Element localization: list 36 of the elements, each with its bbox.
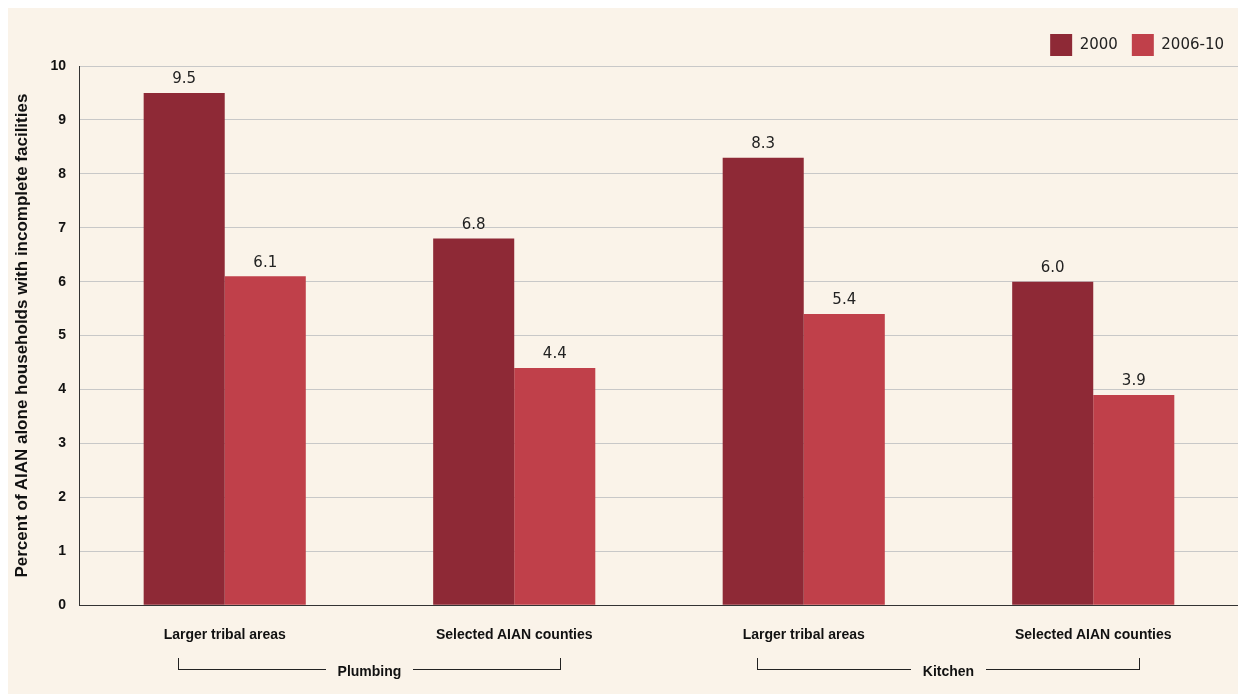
- data-label: 6.8: [461, 214, 486, 233]
- x-tick-label: Selected AIAN counties: [1014, 626, 1172, 643]
- data-label: 3.9: [1121, 371, 1146, 390]
- data-label: 6.1: [253, 252, 278, 271]
- y-tick-label: 7: [58, 218, 67, 235]
- data-label: 6.0: [1040, 258, 1065, 277]
- y-tick-label: 3: [58, 434, 67, 451]
- data-label: 5.4: [832, 290, 857, 309]
- y-tick-label: 4: [58, 380, 67, 397]
- x-tick-label: Selected AIAN counties: [435, 626, 593, 643]
- y-axis-title: Percent of AIAN alone households with incomplete facilities: [11, 93, 31, 578]
- text: Kitchen: [910, 663, 987, 679]
- data-label: 8.3: [751, 134, 776, 153]
- y-tick-label: 2: [58, 488, 67, 505]
- y-tick-label: 6: [58, 272, 67, 289]
- bar: [433, 238, 515, 605]
- y-tick-label: 0: [58, 596, 67, 613]
- bar: [1012, 281, 1094, 605]
- bar: [803, 314, 885, 605]
- y-tick-label: 5: [58, 326, 67, 343]
- y-tick-label: 1: [58, 542, 67, 559]
- bar: [514, 367, 596, 605]
- bar: [143, 92, 225, 605]
- x-tick-label: Larger tribal areas: [163, 626, 287, 643]
- legend-label: 2006-10: [1161, 34, 1225, 53]
- y-tick-label: 10: [50, 56, 67, 73]
- bar: [224, 276, 306, 605]
- legend-label: 2000: [1079, 34, 1118, 53]
- bar: [1093, 394, 1175, 605]
- x-tick-label: Larger tribal areas: [742, 626, 866, 643]
- text: Plumbing: [325, 663, 414, 679]
- data-label: 9.5: [172, 69, 197, 88]
- bar: [722, 157, 804, 605]
- data-label: 4.4: [542, 344, 567, 363]
- y-tick-label: 9: [58, 110, 67, 127]
- y-tick-label: 8: [58, 164, 67, 181]
